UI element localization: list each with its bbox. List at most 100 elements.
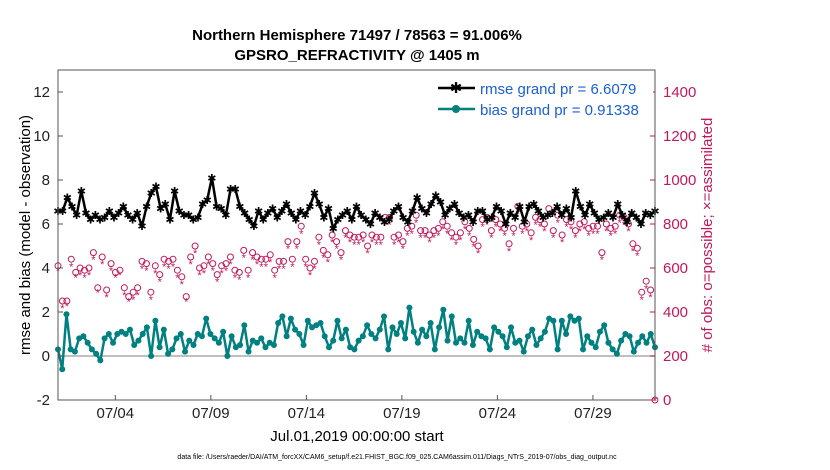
rmse-point: ✱ <box>520 217 529 229</box>
obs-possible-point <box>98 253 106 261</box>
obs-possible-point <box>178 273 186 281</box>
rmse-point: ✱ <box>543 210 552 222</box>
obs-possible-point <box>111 268 119 276</box>
bias-point <box>258 335 265 342</box>
obs-assimilated-point: * <box>653 396 658 408</box>
obs-assimilated-point: * <box>144 266 149 278</box>
rmse-point: ✱ <box>259 215 268 227</box>
rmse-point: ✱ <box>566 212 575 224</box>
y-tick-label: 4 <box>42 260 50 277</box>
rmse-point: ✱ <box>301 210 310 222</box>
obs-possible-point <box>346 231 354 239</box>
obs-assimilated-point: * <box>100 259 105 271</box>
bias-point <box>317 320 324 326</box>
rmse-point: ✱ <box>315 199 324 211</box>
rmse-point: ✱ <box>282 199 291 211</box>
rmse-point: ✱ <box>179 210 188 222</box>
bias-point <box>156 344 163 351</box>
rmse-point: ✱ <box>385 215 394 227</box>
bias-point <box>440 306 447 313</box>
obs-assimilated-point: * <box>184 297 189 309</box>
obs-possible-point <box>372 233 380 241</box>
obs-possible-point <box>218 262 226 270</box>
bias-point <box>368 331 375 337</box>
obs-assimilated-point: * <box>485 220 490 232</box>
rmse-point: ✱ <box>548 208 557 220</box>
rmse-point: ✱ <box>226 184 235 196</box>
y-tick-label: 0 <box>42 348 50 365</box>
obs-assimilated-point: * <box>573 233 578 245</box>
rmse-point: ✱ <box>427 199 436 211</box>
rmse-point: ✱ <box>198 199 207 211</box>
obs-possible-point <box>629 240 637 248</box>
obs-assimilated-point: * <box>582 224 587 236</box>
obs-assimilated-point: * <box>113 272 118 284</box>
rmse-point: ✱ <box>366 219 375 231</box>
rmse-point: ✱ <box>604 208 613 220</box>
obs-assimilated-point: * <box>357 239 362 251</box>
obs-possible-point <box>350 233 358 241</box>
obs-assimilated-point: * <box>206 259 211 271</box>
bias-point <box>342 326 349 333</box>
rmse-point: ✱ <box>137 221 146 233</box>
obs-assimilated-point: * <box>228 259 233 271</box>
legend-bias-label: bias grand pr = 0.91338 <box>480 102 639 119</box>
rmse-point: ✱ <box>455 208 464 220</box>
rmse-point: ✱ <box>436 197 445 209</box>
bias-point <box>173 335 180 342</box>
obs-assimilated-point: * <box>401 244 406 256</box>
bias-point <box>465 317 472 324</box>
bias-point <box>283 333 290 340</box>
obs-possible-point <box>545 205 553 213</box>
obs-assimilated-point: * <box>418 233 423 245</box>
obs-possible-point <box>204 253 212 261</box>
obs-assimilated-point: * <box>564 222 569 234</box>
obs-assimilated-point: * <box>613 228 618 240</box>
obs-possible-point <box>549 227 557 235</box>
y-tick-label: 8 <box>42 172 50 189</box>
obs-assimilated-point: * <box>118 270 123 282</box>
y-axis-label: rmse and bias (model - observation) <box>17 115 34 355</box>
obs-possible-point <box>134 284 142 292</box>
rmse-point: ✱ <box>482 215 491 227</box>
obs-assimilated-point: * <box>259 261 264 273</box>
obs-possible-point <box>107 260 115 268</box>
rmse-point: ✱ <box>147 188 156 200</box>
y2-tick-label: 200 <box>663 348 688 365</box>
obs-possible-point <box>302 255 310 263</box>
bias-point <box>419 326 426 333</box>
obs-assimilated-point: * <box>370 237 375 249</box>
bias-point <box>605 339 612 346</box>
obs-possible-point <box>235 268 243 276</box>
bias-point <box>647 331 654 337</box>
rmse-point: ✱ <box>599 212 608 224</box>
rmse-point: ✱ <box>403 217 412 229</box>
obs-assimilated-point: * <box>286 244 291 256</box>
rmse-point: ✱ <box>538 212 547 224</box>
bias-point <box>254 339 260 346</box>
bias-point <box>63 311 70 318</box>
rmse-point: ✱ <box>165 215 174 227</box>
obs-assimilated-point: * <box>396 237 401 249</box>
obs-possible-point <box>536 216 544 224</box>
obs-possible-point <box>297 222 305 230</box>
left-axis-ticks: -2 0 2 4 6 8 10 12 <box>33 84 63 409</box>
rmse-point: ✱ <box>119 201 128 213</box>
rmse-point: ✱ <box>333 215 342 227</box>
obs-possible-point <box>244 266 252 274</box>
rmse-point: ✱ <box>571 186 580 198</box>
bias-point <box>584 333 591 340</box>
obs-assimilated-point: * <box>78 270 83 282</box>
rmse-point: ✱ <box>217 204 226 216</box>
obs-assimilated-point: * <box>299 228 304 240</box>
obs-assimilated-point: * <box>631 246 636 258</box>
rmse-point: ✱ <box>277 206 286 218</box>
rmse-line <box>58 176 656 230</box>
rmse-point: ✱ <box>142 201 151 213</box>
obs-possible-point <box>328 231 336 239</box>
rmse-point: ✱ <box>133 208 142 220</box>
rmse-point: ✱ <box>496 206 505 218</box>
obs-possible-point <box>620 213 628 221</box>
obs-possible-point <box>129 288 137 296</box>
y-tick-label: 12 <box>33 84 50 101</box>
